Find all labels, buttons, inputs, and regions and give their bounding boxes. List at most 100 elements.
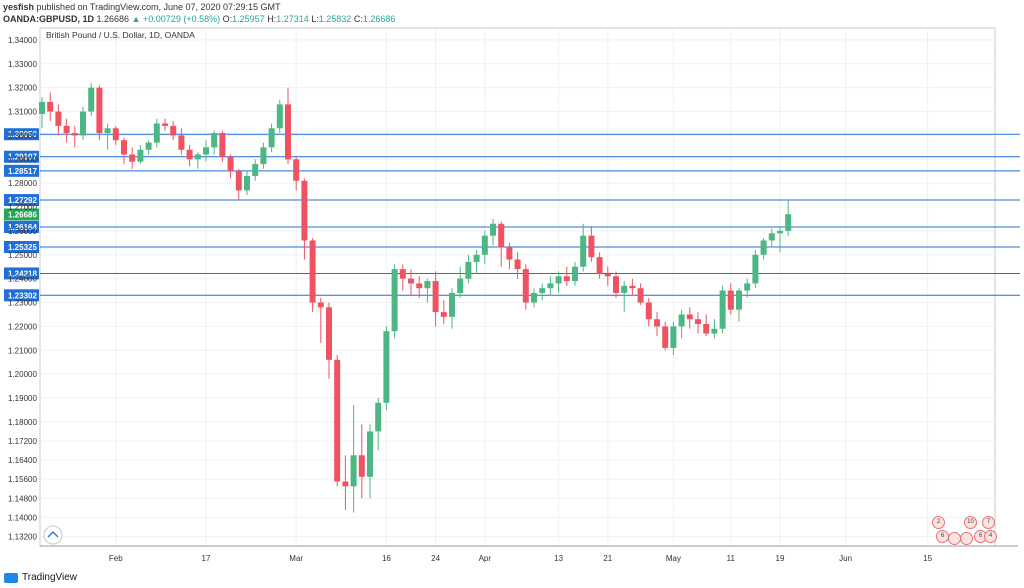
candle-body [63, 125, 70, 134]
candle-body [727, 290, 734, 310]
candle-body [391, 269, 398, 332]
candle-body [621, 285, 628, 293]
candle [613, 271, 619, 298]
candle-body [654, 319, 660, 327]
candle [449, 288, 455, 329]
candle-body [252, 164, 259, 176]
time-axis[interactable]: Feb 17 Mar 16 24 Apr 13 21 May 11 19 Jun 15 [40, 545, 1018, 563]
candle [145, 140, 152, 155]
candle-body [211, 133, 218, 148]
open-value: 1.25957 [232, 14, 265, 24]
candle [563, 266, 570, 286]
x-tick-label: May [666, 554, 681, 563]
candle-body [260, 147, 267, 165]
candle-body [342, 481, 349, 487]
candle [662, 321, 669, 351]
candle [104, 123, 111, 150]
candle-body [678, 314, 685, 327]
y-tick-label: 1.25000 [8, 251, 37, 260]
event-flag-icon[interactable] [960, 532, 973, 545]
candle [88, 82, 95, 117]
candle [555, 271, 562, 293]
x-tick-label: 11 [727, 554, 736, 563]
candle-body [506, 247, 513, 260]
candle-body [752, 254, 759, 284]
event-flag-icon[interactable]: 7 [982, 516, 995, 529]
candle [358, 424, 365, 499]
close-label: C: [353, 14, 363, 24]
candle [317, 297, 324, 344]
event-flag-icon[interactable]: 6 [936, 530, 949, 543]
candle-body [88, 87, 95, 112]
scroll-icon[interactable] [43, 525, 63, 545]
candle [736, 288, 742, 322]
candle-body [596, 257, 603, 274]
candle [531, 288, 537, 308]
y-tick-label: 1.18000 [8, 418, 37, 427]
candle [473, 250, 480, 274]
candle-body [162, 123, 168, 126]
candle [514, 252, 521, 279]
candle-body [580, 235, 587, 267]
candle-body [326, 307, 332, 360]
level-label-bg [4, 267, 39, 280]
x-tick-label: Apr [479, 554, 492, 563]
y-tick-label: 1.22000 [8, 322, 37, 331]
event-flag-icon[interactable]: 2 [932, 516, 945, 529]
candle-body [153, 123, 160, 143]
level-label-bg [4, 220, 39, 233]
candle [129, 147, 136, 169]
price-chart[interactable]: 1.30050 1.29107 1.28517 1.27292 1.26164 1.253… [0, 24, 1024, 570]
candle-body [129, 154, 136, 162]
candle-body [645, 302, 652, 320]
level-label-bg [4, 128, 39, 141]
candle [342, 455, 349, 511]
candle-body [440, 312, 447, 317]
candle [301, 178, 308, 260]
y-tick-label: 1.32000 [8, 84, 37, 93]
ohlc-line: OANDA:GBPUSD, 1D 1.26686 ▲ +0.00729 (+0.… [3, 14, 395, 24]
candle-body [170, 125, 177, 136]
candle [416, 276, 423, 298]
candle-body [309, 240, 316, 303]
level-label: 1.29107 [8, 153, 37, 162]
chart-title: British Pound / U.S. Dollar, 1D, OANDA [46, 30, 195, 40]
candle [326, 302, 332, 379]
candle [408, 269, 414, 296]
candle-body [71, 133, 78, 136]
open-label: O: [222, 14, 233, 24]
price-axis[interactable]: 1.34000 1.33000 1.32000 1.31000 1.30000 1.290… [8, 36, 37, 542]
event-flag-icon[interactable]: 10 [964, 516, 977, 529]
candle-body [424, 281, 431, 289]
change-value: +0.00729 (+0.58%) [143, 14, 221, 24]
candle-body [555, 276, 562, 284]
horizontal-levels[interactable]: 1.30050 1.29107 1.28517 1.27292 1.26164 1.253… [4, 128, 1020, 302]
event-flag-icon[interactable]: 4 [984, 530, 997, 543]
candle-body [178, 135, 185, 150]
candle-body [547, 283, 554, 289]
candle [219, 130, 226, 162]
x-tick-label: 17 [202, 554, 211, 563]
low-value: 1.25832 [318, 14, 352, 24]
triangle-up-icon: ▲ [131, 14, 141, 24]
x-tick-label: 21 [603, 554, 612, 563]
economic-events[interactable]: 2 10 7 6 6 4 [926, 516, 997, 546]
x-tick-label: Jun [839, 554, 852, 563]
candle [695, 312, 701, 334]
candle [490, 218, 496, 246]
candle [522, 264, 529, 310]
candle [744, 278, 751, 298]
footer: TradingView [4, 572, 77, 583]
y-tick-label: 1.13200 [8, 532, 37, 541]
candle [777, 226, 783, 253]
candle [645, 297, 652, 327]
brand-name: TradingView [22, 572, 78, 583]
candle [309, 238, 316, 313]
candle-body [55, 111, 62, 126]
candle [350, 405, 357, 513]
candle-body [268, 128, 275, 148]
candle-body [317, 302, 324, 308]
candle [244, 171, 250, 196]
close-value: 1.26686 [362, 14, 396, 24]
candle [670, 321, 677, 356]
